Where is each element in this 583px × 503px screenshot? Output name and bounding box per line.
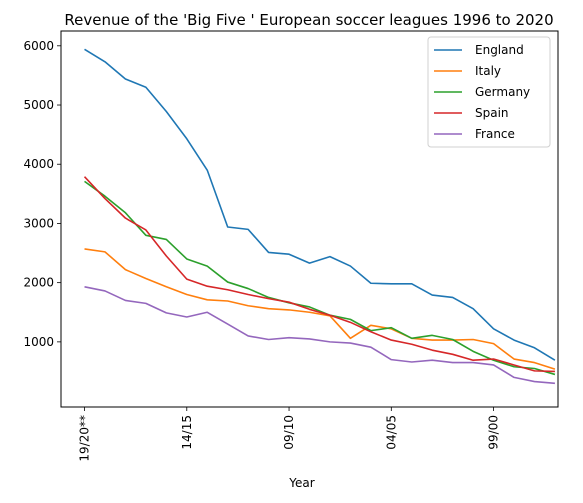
legend-label-england: England	[475, 43, 524, 57]
x-tick-label: 19/20**	[78, 415, 92, 462]
plot-area	[83, 48, 556, 385]
x-tick-label: 99/00	[487, 415, 501, 450]
x-tick-label: 14/15	[180, 415, 194, 450]
x-tick-label: 04/05	[384, 415, 398, 450]
y-tick-label: 4000	[23, 157, 54, 171]
y-tick-label: 6000	[23, 39, 54, 53]
y-tick-label: 1000	[23, 335, 54, 349]
series-line-france	[84, 286, 555, 385]
legend-label-france: France	[475, 127, 515, 141]
legend: England Italy Germany Spain France	[427, 36, 551, 148]
x-tick-label: 09/10	[282, 415, 296, 450]
legend-label-italy: Italy	[475, 64, 501, 78]
y-tick-label: 5000	[23, 98, 54, 112]
x-axis-label: Year	[288, 476, 314, 490]
plot-frame	[60, 30, 559, 408]
legend-label-germany: Germany	[475, 85, 530, 99]
series-line-spain	[83, 176, 555, 373]
chart-title: Revenue of the 'Big Five ' European socc…	[64, 11, 553, 29]
y-tick-label: 2000	[23, 276, 54, 290]
series-line-germany	[84, 180, 556, 376]
y-axis: 1000 2000 3000 4000 5000 6000	[23, 39, 61, 349]
series-line-italy	[84, 248, 556, 370]
legend-box	[427, 36, 551, 148]
series-line-england	[84, 48, 556, 361]
legend-label-spain: Spain	[475, 106, 509, 120]
x-axis: 19/20** 14/15 09/10 04/05 99/00	[78, 407, 501, 462]
y-tick-label: 3000	[23, 216, 54, 230]
